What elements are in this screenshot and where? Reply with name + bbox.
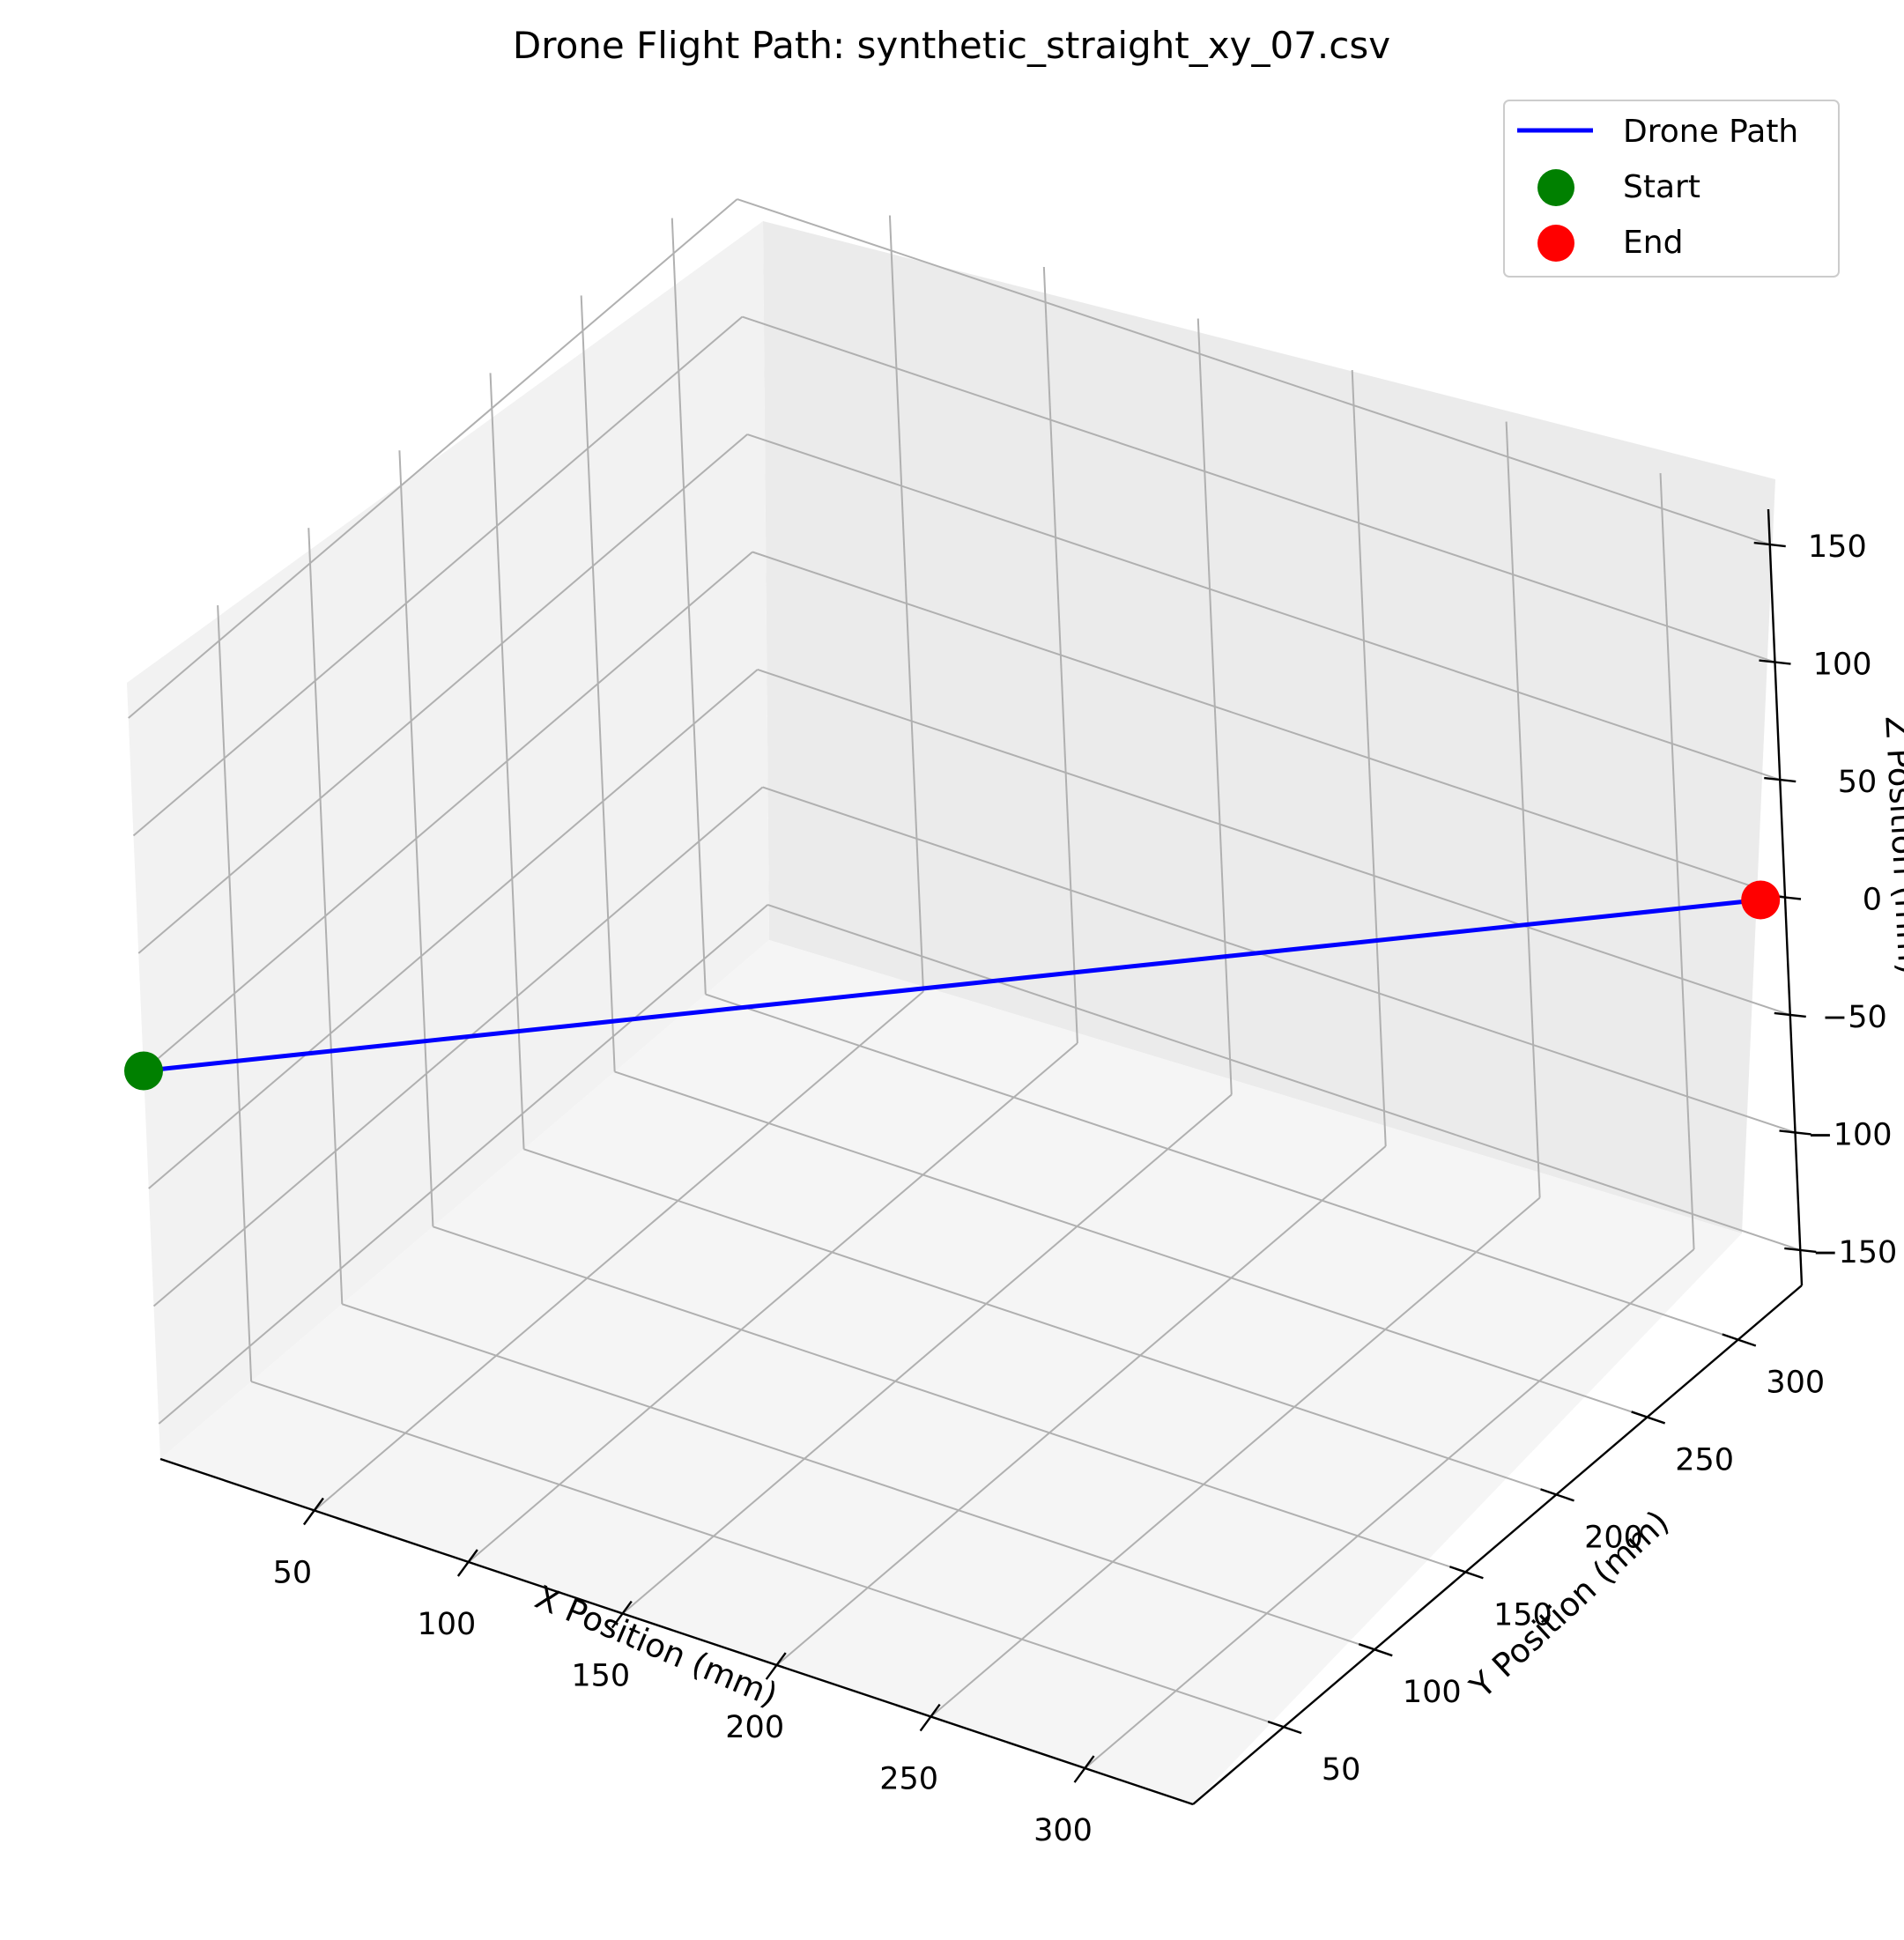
grid-line-z-back	[752, 551, 1786, 899]
grid-line-x-floor	[314, 990, 924, 1512]
grid-line-z-back	[757, 669, 1791, 1016]
grid-line-x-floor	[622, 1093, 1233, 1615]
grid-line-z-back	[746, 433, 1781, 781]
z-tick-label: 50	[1838, 765, 1878, 800]
plot-data	[124, 880, 1781, 1091]
grid-line-y-floor	[341, 1303, 1375, 1651]
z-tick-mark	[1779, 1129, 1811, 1136]
x-tick-label: 50	[273, 1556, 313, 1591]
grid-line-z-left	[137, 433, 748, 954]
y-tick-mark	[1540, 1488, 1574, 1502]
x-tick-mark	[919, 1703, 941, 1732]
z-tick-label: −100	[1807, 1117, 1892, 1152]
z-tick-mark	[1784, 1247, 1817, 1254]
y-tick-label: 100	[1403, 1675, 1462, 1710]
y-tick-label: 50	[1322, 1752, 1361, 1788]
y-tick-label: 300	[1766, 1366, 1825, 1401]
legend: Drone Path Start End	[1503, 100, 1840, 278]
x-tick-mark	[456, 1549, 478, 1577]
x-tick-label: 200	[725, 1710, 784, 1745]
grid-line-z-left	[152, 786, 764, 1307]
x-axis-line	[159, 1457, 1194, 1806]
x-tick-label: 300	[1033, 1813, 1093, 1848]
z-tick-mark	[1774, 1011, 1806, 1018]
x-tick-mark	[611, 1600, 633, 1629]
grid-line-z-left	[148, 669, 759, 1189]
z-tick-mark	[1764, 776, 1797, 783]
start-marker	[124, 1051, 163, 1091]
grid-line-x-floor	[776, 1145, 1387, 1666]
grid-line-z-back	[737, 198, 1771, 545]
legend-drone-path-label: Drone Path	[1623, 114, 1798, 150]
y-tick-label: 200	[1584, 1520, 1643, 1555]
axis-ticks: 50 100 150 200 250 300 50 100 150 200 250 300 −150 −1…	[273, 529, 1898, 1848]
z-tick-label: 150	[1808, 529, 1867, 565]
grid-line-x-floor	[1084, 1248, 1695, 1769]
x-tick-mark	[302, 1497, 324, 1526]
x-tick-mark	[1073, 1755, 1095, 1783]
grid-line-y-floor	[705, 993, 1739, 1341]
legend-box	[1503, 100, 1840, 278]
z-tick-mark	[1753, 541, 1786, 548]
y-tick-mark	[1358, 1643, 1393, 1657]
grid-lines	[128, 198, 1801, 1769]
z-tick-label: −50	[1822, 1000, 1887, 1035]
grid-line-x-floor	[930, 1196, 1541, 1718]
y-tick-label: 250	[1675, 1442, 1734, 1477]
z-tick-label: 0	[1863, 883, 1882, 918]
y-axis-line	[1192, 1285, 1803, 1805]
grid-line-y-floor	[433, 1225, 1466, 1573]
legend-end-label: End	[1623, 225, 1683, 261]
grid-line-z-left	[128, 198, 738, 719]
y-tick-mark	[1267, 1720, 1302, 1735]
grid-line-z-left	[143, 551, 753, 1072]
grid-line-y-floor	[250, 1381, 1285, 1729]
pane-back-left	[127, 221, 769, 1459]
z-tick-mark	[1759, 659, 1791, 665]
legend-start-marker	[1537, 169, 1574, 206]
x-tick-mark	[765, 1652, 787, 1680]
grid-line-z-back	[762, 786, 1796, 1134]
chart-title: Drone Flight Path: synthetic_straight_xy…	[513, 24, 1390, 67]
grid-line-z-back	[742, 315, 1775, 663]
grid-line-y-floor	[523, 1148, 1557, 1496]
y-tick-mark	[1631, 1411, 1666, 1425]
y-tick-mark	[1449, 1566, 1484, 1580]
grid-line-z-left	[158, 904, 768, 1425]
x-tick-label: 150	[571, 1659, 630, 1694]
z-axis-label: Z Position (mm)	[1878, 715, 1904, 975]
z-tick-label: 100	[1813, 648, 1872, 683]
drone-path-line	[143, 897, 1761, 1073]
legend-start-label: Start	[1623, 169, 1700, 205]
x-tick-label: 100	[417, 1607, 476, 1642]
end-marker	[1741, 880, 1781, 920]
grid-line-z-left	[132, 315, 744, 837]
x-tick-label: 250	[879, 1762, 938, 1797]
grid-line-z-back	[767, 904, 1801, 1251]
grid-line-x-floor	[468, 1042, 1078, 1563]
y-tick-mark	[1722, 1333, 1757, 1347]
y-tick-label: 150	[1493, 1597, 1552, 1633]
z-tick-label: −150	[1812, 1235, 1897, 1270]
grid-line-y-floor	[614, 1070, 1648, 1418]
legend-end-marker	[1537, 225, 1574, 262]
pane-floor	[160, 940, 1742, 1804]
